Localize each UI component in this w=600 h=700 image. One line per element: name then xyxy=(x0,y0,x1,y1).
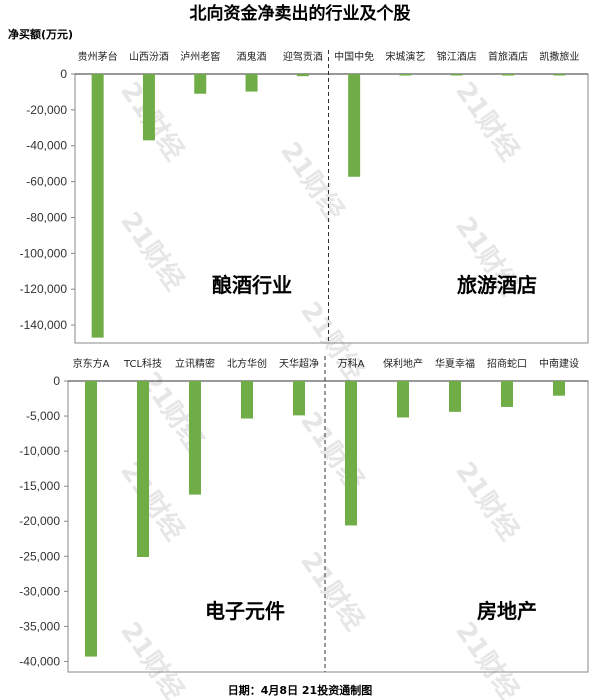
watermark-text: 21财经 xyxy=(449,76,525,166)
bar xyxy=(85,381,97,657)
sector-label: 电子元件 xyxy=(205,599,285,623)
watermark-text: 21财经 xyxy=(114,206,190,296)
watermark-text: 21财经 xyxy=(449,456,525,546)
y-tick-label: 0 xyxy=(60,67,67,81)
bar xyxy=(345,381,357,526)
y-tick-label: 0 xyxy=(53,374,60,388)
watermark-text: 21财经 xyxy=(274,136,350,226)
bar xyxy=(502,74,515,76)
y-tick-label: -60,000 xyxy=(26,175,67,189)
watermark-text: 21财经 xyxy=(294,406,370,496)
category-label: 首旅酒店 xyxy=(488,50,528,63)
y-tick-label: -20,000 xyxy=(26,103,67,117)
category-label: 招商蛇口 xyxy=(487,357,527,370)
category-label: 宋城演艺 xyxy=(385,50,425,63)
category-label: 京东方A xyxy=(73,357,110,370)
bar xyxy=(553,381,565,396)
y-tick-label: -5,000 xyxy=(26,409,60,423)
category-label: 迎驾贡酒 xyxy=(283,51,323,63)
category-label: 贵州茅台 xyxy=(78,50,118,63)
y-tick-label: -10,000 xyxy=(19,444,60,458)
y-tick-label: -40,000 xyxy=(19,654,60,668)
category-label: 立讯精密 xyxy=(175,357,215,370)
category-label: 酒鬼酒 xyxy=(237,50,267,63)
bar xyxy=(399,74,412,76)
watermark-text: 21财经 xyxy=(294,546,370,636)
bar xyxy=(397,381,409,418)
watermark-text: 21财经 xyxy=(114,616,190,700)
bar xyxy=(142,74,155,141)
category-label: 万科A xyxy=(338,357,365,370)
bar xyxy=(241,381,253,419)
watermark-text: 21财经 xyxy=(449,616,525,700)
sector-label: 房地产 xyxy=(477,599,537,623)
chart-bottom: 0 -5,000 -10,000 -15,000 -20,000 -25,000 -30,0… xyxy=(19,356,589,673)
bar xyxy=(293,381,305,416)
y-tick-label: -20,000 xyxy=(19,514,60,528)
y-tick-label: -15,000 xyxy=(19,479,60,493)
watermarks: 21财经 21财经 21财经 21财经 21财经 21财经 21财经 21财经 21财经 21财经… xyxy=(114,76,525,700)
sector-label: 旅游酒店 xyxy=(457,273,537,297)
y-tick-label: -30,000 xyxy=(19,584,60,598)
y-tick-label: -120,000 xyxy=(20,282,68,296)
watermark-text: 21财经 xyxy=(114,456,190,546)
bar xyxy=(137,381,149,558)
category-label: 天华超净 xyxy=(279,357,319,370)
bar xyxy=(553,74,566,76)
bar xyxy=(194,74,207,94)
category-label: 中南建设 xyxy=(539,357,579,370)
category-label: 北方华创 xyxy=(227,357,267,370)
bar xyxy=(450,74,463,76)
category-label: 锦江酒店 xyxy=(437,50,477,63)
category-label: 泸州老窖 xyxy=(180,50,220,63)
bar xyxy=(189,381,201,495)
category-label: 山西汾酒 xyxy=(129,51,169,63)
bar xyxy=(245,74,258,92)
chart-title: 北向资金净卖出的行业及个股 xyxy=(190,3,411,24)
watermark-text: 21财经 xyxy=(294,296,370,386)
category-label: 保利地产 xyxy=(383,357,423,370)
category-label: TCL科技 xyxy=(123,357,162,370)
y-tick-label: -40,000 xyxy=(26,139,67,153)
y-tick-label: -140,000 xyxy=(20,318,68,332)
category-label: 凯撒旅业 xyxy=(539,50,579,63)
sector-label: 酿酒行业 xyxy=(212,273,292,297)
y-tick-label: -100,000 xyxy=(20,246,68,260)
bar xyxy=(501,381,513,407)
y-tick-label: -80,000 xyxy=(26,210,67,224)
bar xyxy=(91,74,104,338)
category-label: 中国中免 xyxy=(334,50,374,63)
chart-top: 0 -20,000 -40,000 -60,000 -80,000 -100,000 -12… xyxy=(20,50,589,344)
bar xyxy=(348,74,361,177)
bar xyxy=(449,381,461,412)
y-tick-label: -35,000 xyxy=(19,619,60,633)
footer-note: 日期：4月8日 21投资通制图 xyxy=(228,683,372,697)
y-tick-label: -25,000 xyxy=(19,549,60,563)
y-axis-label: 净买额(万元) xyxy=(8,27,73,41)
bar xyxy=(296,74,309,77)
category-label: 华夏幸福 xyxy=(435,357,475,370)
